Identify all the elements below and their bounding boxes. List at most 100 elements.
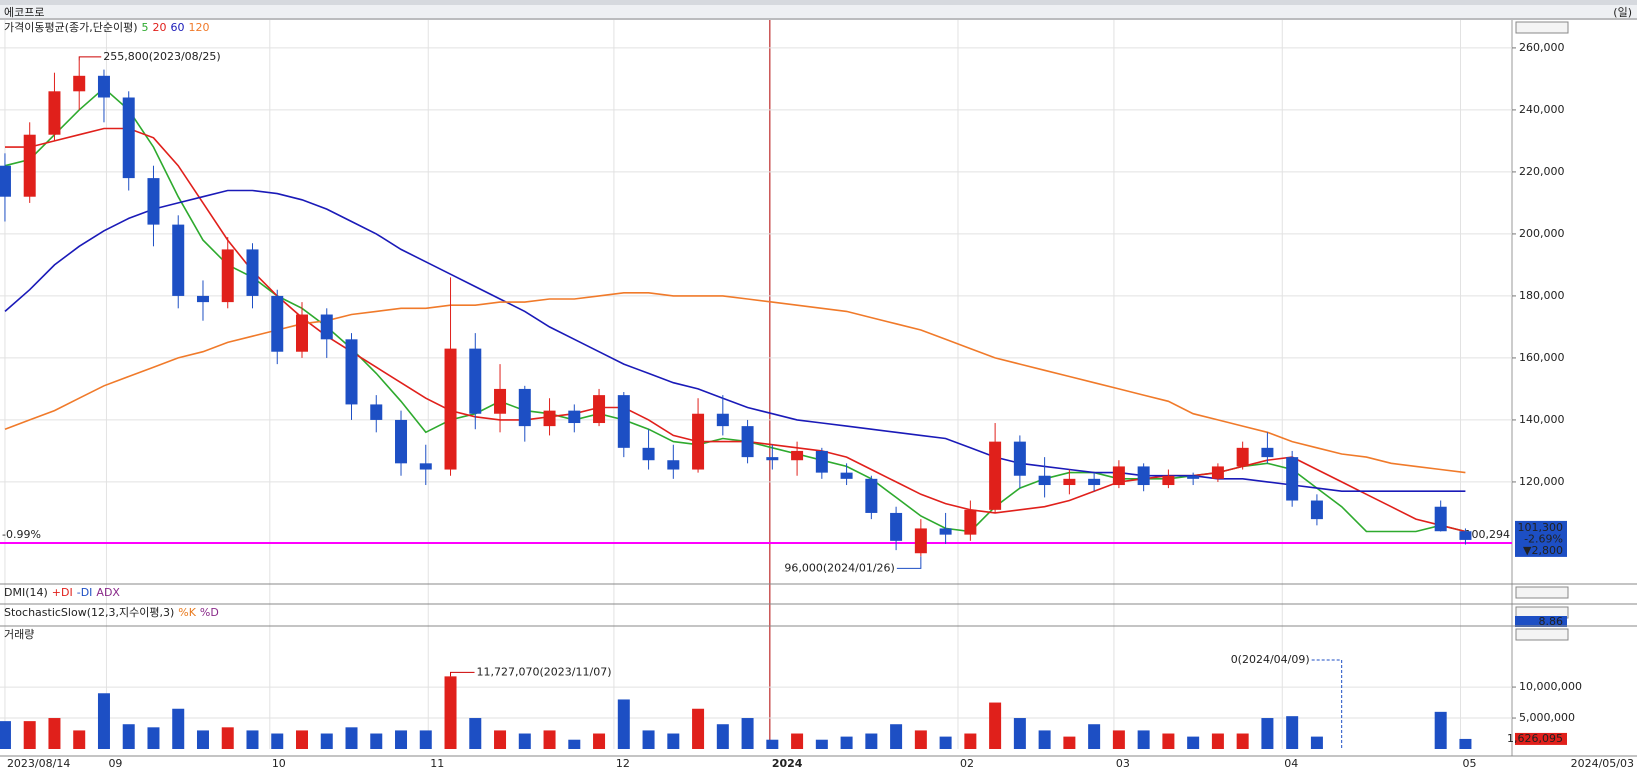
volume-bar — [1063, 736, 1076, 749]
volume-bar — [1088, 724, 1101, 749]
volume-bar — [271, 733, 284, 749]
candle-body — [395, 419, 408, 464]
candle-body — [196, 295, 209, 303]
candle-body — [1013, 441, 1026, 476]
volume-bar — [1459, 738, 1472, 749]
candle-body — [1236, 447, 1249, 467]
app-title: 에코프로 — [4, 6, 44, 19]
candle-body — [1286, 457, 1299, 501]
volume-bar — [1162, 733, 1175, 749]
panel-title: DMI(14) +DI -DI ADX — [4, 586, 120, 599]
candle-body — [568, 410, 581, 424]
candle-body — [1310, 500, 1323, 520]
candle-body — [1137, 466, 1150, 486]
candle-body — [593, 395, 606, 424]
volume-bar — [791, 733, 804, 749]
panel-buttons — [1515, 21, 1569, 34]
volume-bar — [221, 727, 234, 749]
candle-body — [617, 395, 630, 448]
volume-bar — [543, 730, 556, 749]
volume-bar — [147, 727, 160, 749]
last-price-label: 101,300 — [1518, 521, 1564, 534]
x-tick-label: 10 — [272, 757, 286, 770]
volume-bar — [0, 721, 11, 749]
period-label[interactable]: (일) — [1613, 5, 1632, 19]
panel-title: StochasticSlow(12,3,지수이평,3) %K %D — [4, 606, 219, 619]
annotation-arrow — [1311, 659, 1343, 749]
x-tick-label: 11 — [430, 757, 444, 770]
last-volume-box — [1515, 732, 1567, 745]
panel-title: 가격이동평균(종가,단순이평) 5 20 60 120 — [4, 21, 210, 34]
legend-entry: 5 — [142, 21, 149, 34]
volume-bar — [766, 739, 779, 749]
candle-body — [122, 97, 135, 179]
y-tick-label: 160,000 — [1519, 351, 1565, 364]
reference-change: -0.99% — [2, 528, 41, 541]
candle-body — [1063, 478, 1076, 486]
candle-body — [865, 478, 878, 513]
candle-body — [48, 91, 61, 135]
last-price-label: -2.69% — [1524, 532, 1563, 545]
panel-title-text: 거래량 — [4, 628, 34, 641]
volume-bar — [395, 730, 408, 749]
annotation-high: 255,800(2023/08/25) — [103, 50, 220, 63]
annotation-arrow — [896, 556, 922, 569]
candle-body — [939, 528, 952, 535]
panel-buttons — [1515, 628, 1569, 641]
legend-entry: 20 — [153, 21, 167, 34]
candle-body — [766, 457, 779, 461]
x-tick-label: 04 — [1284, 757, 1298, 770]
indicator-value-box — [1515, 616, 1567, 627]
volume-bar — [741, 718, 754, 749]
volume-bar — [73, 730, 86, 749]
annotation-zero: 0(2024/04/09) — [1231, 653, 1310, 666]
x-tick-label: 12 — [616, 757, 630, 770]
panel-title-text: StochasticSlow(12,3,지수이평,3) — [4, 606, 174, 619]
volume-bar — [469, 718, 482, 749]
volume-bar — [296, 730, 308, 749]
volume-bar — [1310, 736, 1323, 749]
candle-body — [1187, 475, 1200, 479]
legend-entry: ADX — [96, 586, 120, 599]
volume-bar — [1038, 730, 1051, 749]
candle-body — [964, 509, 977, 535]
y-tick-label: 120,000 — [1519, 475, 1565, 488]
y-tick-label: 5,000,000 — [1519, 711, 1575, 724]
volume-bar — [172, 708, 185, 749]
x-tick-label: 2024 — [772, 757, 803, 770]
volume-bar — [1187, 736, 1200, 749]
legend-entry: 120 — [189, 21, 210, 34]
candle-body — [1038, 475, 1051, 486]
ma-line — [5, 127, 1466, 533]
candle-body — [221, 249, 234, 303]
candle-body — [172, 224, 185, 296]
candle-body — [840, 472, 853, 479]
candle-body — [271, 295, 284, 352]
last-price-box — [1515, 520, 1567, 557]
volume-bar — [692, 708, 705, 749]
reference-label: 100,294 — [1465, 528, 1511, 541]
volume-bar — [642, 730, 655, 749]
volume-bar — [914, 730, 927, 749]
candle-body — [1459, 531, 1472, 540]
candle-body — [469, 348, 482, 414]
volume-bar — [865, 733, 878, 749]
volume-bar — [518, 733, 531, 749]
volume-bar — [939, 736, 952, 749]
candle-body — [1112, 466, 1125, 486]
candle-body — [1088, 478, 1101, 486]
legend-entry: %K — [178, 606, 196, 619]
volume-bar — [964, 733, 977, 749]
y-tick-label: 180,000 — [1519, 289, 1565, 302]
volume-bar — [1211, 733, 1224, 749]
volume-bar — [716, 724, 729, 749]
candle-body — [543, 410, 556, 427]
candle-body — [419, 463, 432, 470]
annotation-arrow — [78, 56, 102, 61]
candle-body — [444, 348, 457, 470]
candle-body — [73, 75, 86, 92]
candle-body — [494, 388, 507, 414]
legend-entry: -DI — [77, 586, 93, 599]
candle-body — [667, 460, 680, 470]
y-tick-label: 200,000 — [1519, 227, 1565, 240]
